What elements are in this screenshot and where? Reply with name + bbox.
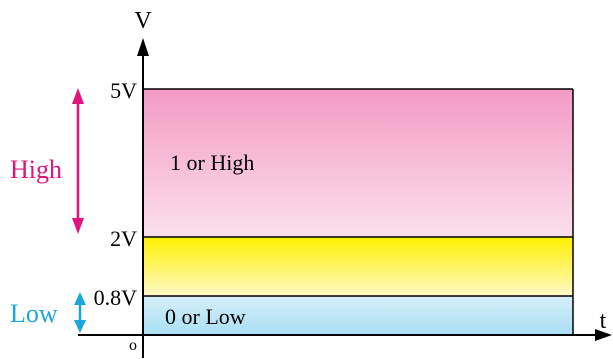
high-side-label: High (10, 155, 62, 184)
y-axis-arrowhead (137, 38, 149, 56)
origin-label: o (129, 337, 137, 354)
level-label-5v: 5V (110, 78, 137, 103)
undefined-region (143, 237, 573, 296)
level-label-0-8v: 0.8V (94, 285, 138, 310)
high-range-arrow (72, 88, 84, 234)
high-region (143, 89, 573, 237)
low-range-arrow (74, 292, 86, 333)
x-axis-arrowhead (595, 329, 612, 341)
x-axis-label: t (600, 308, 607, 334)
low-side-label: Low (10, 299, 58, 328)
low-region-text: 0 or Low (165, 304, 246, 329)
low-region (143, 296, 573, 335)
level-label-2v: 2V (110, 226, 137, 251)
y-axis-label: V (134, 8, 152, 34)
high-region-text: 1 or High (170, 150, 254, 175)
